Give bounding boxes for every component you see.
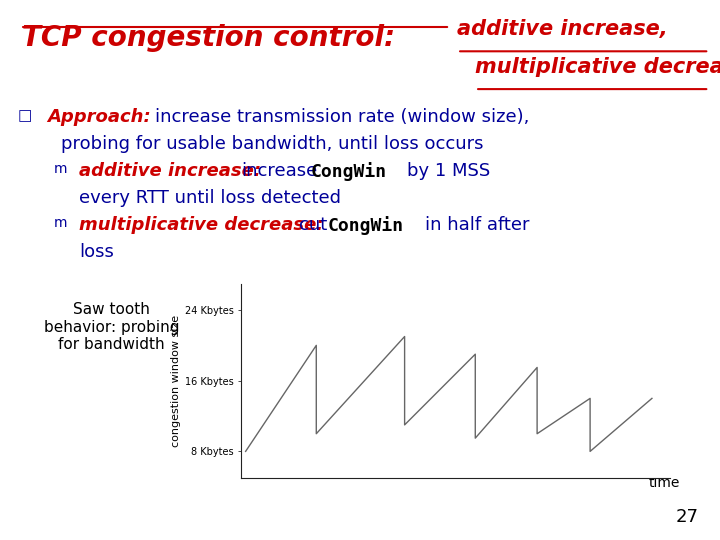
Text: m: m xyxy=(54,162,68,176)
Text: m: m xyxy=(54,216,68,230)
Text: additive increase:: additive increase: xyxy=(79,162,261,180)
Text: 27: 27 xyxy=(675,509,698,526)
Text: TCP congestion control:: TCP congestion control: xyxy=(22,24,395,52)
Text: time: time xyxy=(649,476,680,490)
Text: increase: increase xyxy=(241,162,318,180)
Text: multiplicative decrease: multiplicative decrease xyxy=(475,57,720,77)
Text: by 1 MSS: by 1 MSS xyxy=(407,162,490,180)
Text: CongWin: CongWin xyxy=(328,216,404,235)
Text: Saw tooth
behavior: probing
for bandwidth: Saw tooth behavior: probing for bandwidt… xyxy=(44,302,179,352)
Text: in half after: in half after xyxy=(425,216,529,234)
Text: multiplicative decrease:: multiplicative decrease: xyxy=(79,216,324,234)
Text: Approach:: Approach: xyxy=(47,108,150,126)
Text: probing for usable bandwidth, until loss occurs: probing for usable bandwidth, until loss… xyxy=(61,135,484,153)
Text: every RTT until loss detected: every RTT until loss detected xyxy=(79,189,341,207)
Text: CongWin: CongWin xyxy=(311,162,387,181)
Y-axis label: congestion window size: congestion window size xyxy=(171,315,181,447)
Text: cut: cut xyxy=(299,216,327,234)
Text: increase transmission rate (window size),: increase transmission rate (window size)… xyxy=(155,108,529,126)
Text: additive increase,: additive increase, xyxy=(457,19,668,39)
Text: □: □ xyxy=(18,108,32,123)
Text: loss: loss xyxy=(79,243,114,261)
